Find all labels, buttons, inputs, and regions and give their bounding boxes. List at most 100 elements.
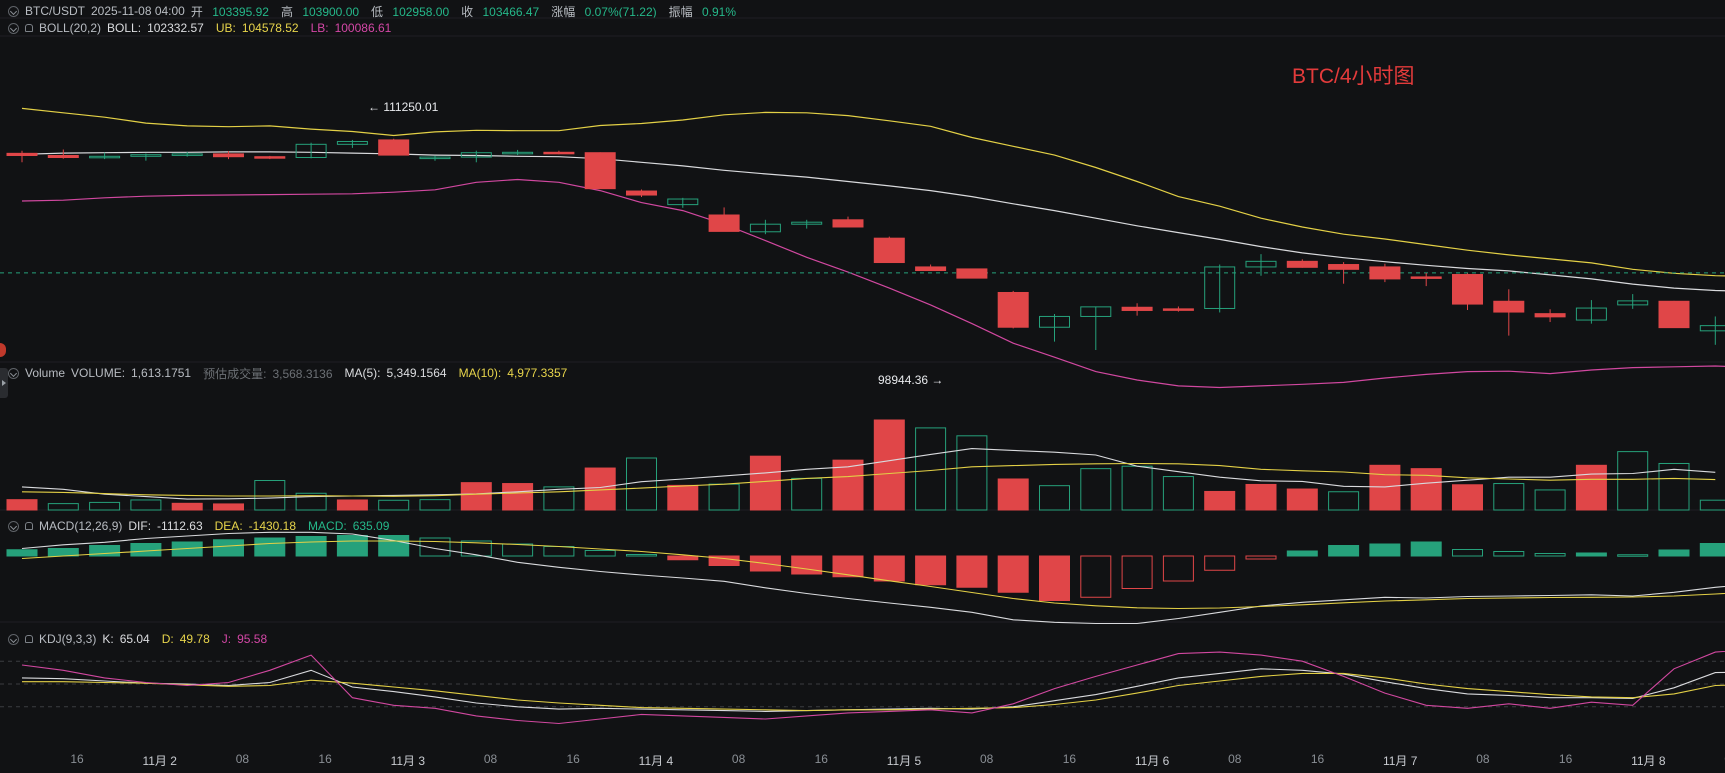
high-value: 103900.00 — [302, 4, 360, 19]
volume-bar — [1328, 491, 1360, 511]
volume-bar — [997, 478, 1029, 511]
d-value: 49.78 — [179, 632, 210, 646]
candle-body — [1410, 276, 1442, 279]
candle-body — [1575, 307, 1607, 321]
collapse-toggle-icon[interactable] — [8, 5, 19, 17]
dea-line — [21, 540, 1725, 610]
bell-icon[interactable] — [25, 24, 33, 32]
macd-hist-bar — [543, 546, 575, 557]
candle-body — [1121, 306, 1153, 311]
close-value: 103466.47 — [482, 4, 540, 19]
volume-bar — [89, 501, 121, 511]
volume-bar — [1369, 464, 1401, 511]
volume-bar — [1699, 499, 1725, 511]
volume-bar — [47, 503, 79, 511]
change-label: 涨幅 — [551, 4, 576, 19]
macd-hist-bar — [1534, 553, 1566, 557]
collapse-toggle-icon[interactable] — [8, 22, 19, 34]
bell-icon[interactable] — [25, 522, 33, 530]
candle-body — [213, 153, 244, 158]
volume-bar — [130, 499, 162, 511]
candle-body — [873, 237, 905, 264]
volume-bar — [502, 483, 534, 511]
amplitude-value: 0.91% — [702, 4, 737, 19]
candle-body — [997, 291, 1029, 328]
macd-hist-bar — [1328, 545, 1360, 557]
volume-bar — [213, 503, 244, 511]
chart-title: BTC/4小时图 — [1292, 65, 1415, 88]
boll-indicator-name: BOLL(20,2) — [39, 21, 102, 35]
x-axis-day-label: 11月 3 — [390, 754, 426, 768]
x-axis-day-label: 11月 6 — [1134, 754, 1170, 768]
volume-bar — [1534, 489, 1566, 511]
macd-hist-bar — [1452, 549, 1483, 557]
macd-hist-bar — [1699, 543, 1725, 557]
vol-ma5-value: 5,349.1564 — [386, 366, 447, 380]
low-value: 102958.00 — [392, 4, 450, 19]
candle-body — [791, 221, 823, 225]
collapse-toggle-icon[interactable] — [8, 520, 19, 532]
boll-lb-label: LB: — [310, 21, 329, 35]
candle-body — [1493, 300, 1525, 313]
macd-hist-bar — [295, 536, 327, 557]
x-axis-hour-label: 16 — [70, 752, 84, 766]
x-axis-day-label: 11月 4 — [638, 754, 674, 768]
collapse-toggle-icon[interactable] — [8, 633, 19, 645]
candle-body — [1452, 274, 1483, 305]
symbol-label: BTC/USDT — [25, 4, 85, 18]
x-axis-hour-label: 08 — [483, 752, 498, 766]
boll-upper-line — [21, 107, 1725, 277]
volume-bar — [1039, 485, 1070, 511]
candle-body — [1286, 260, 1318, 268]
candle-body — [832, 219, 864, 228]
low-label: 低 — [371, 4, 384, 19]
boll-legend: BOLL(20,2) BOLL: 102332.57 UB: 104578.52 L… — [0, 19, 403, 37]
macd-hist-bar — [130, 543, 162, 557]
candle-body — [295, 143, 327, 158]
kdj-k-line — [21, 668, 1725, 712]
candle-body — [543, 151, 575, 155]
candle-body — [1080, 306, 1112, 317]
candle-body — [502, 151, 534, 155]
macd-hist-bar — [1245, 555, 1277, 560]
bell-icon[interactable] — [25, 635, 33, 643]
candle-body — [130, 154, 162, 157]
macd-hist-bar — [460, 540, 492, 557]
x-axis-hour-label: 08 — [235, 752, 250, 766]
volume-bar — [460, 482, 492, 511]
d-label: D: — [161, 632, 174, 646]
candle-datetime: 2025-11-08 04:00 — [91, 4, 185, 18]
side-panel-toggle[interactable] — [0, 368, 8, 398]
arrow-right-icon: → — [928, 373, 944, 387]
kdj-indicator-name: KDJ(9,3,3) — [39, 632, 97, 646]
macd-hist-bar — [213, 539, 244, 557]
dif-label: DIF: — [128, 519, 152, 533]
volume-bar — [873, 419, 905, 511]
boll-ub-value: 104578.52 — [241, 21, 299, 35]
volume-bar — [6, 499, 38, 511]
volume-legend: Volume VOLUME: 1,613.1751 预估成交量: 3,568.313… — [0, 364, 579, 382]
macd-hist-bar — [419, 537, 451, 557]
macd-hist-bar — [997, 555, 1029, 593]
x-axis-hour-label: 08 — [980, 752, 994, 766]
high-marker: ← 111250.01 — [368, 100, 438, 114]
macd-hist-bar — [1658, 549, 1690, 557]
candle-body — [47, 154, 79, 158]
macd-hist-bar — [254, 537, 286, 557]
macd-hist-bar — [1575, 552, 1607, 557]
price-alert-dot[interactable] — [0, 343, 6, 357]
macd-hist-bar — [832, 555, 864, 578]
macd-hist-bar — [626, 554, 657, 557]
candle-body — [336, 141, 368, 145]
x-axis-day-label: 11月 2 — [142, 754, 177, 768]
low-marker: 98944.36 → — [878, 373, 943, 387]
x-axis-hour-label: 16 — [566, 752, 580, 766]
volume-bar — [626, 457, 657, 511]
collapse-toggle-icon[interactable] — [8, 367, 19, 379]
dea-label: DEA: — [214, 519, 243, 533]
candle-body — [89, 155, 121, 159]
macd-hist-bar — [1286, 550, 1318, 557]
candle-body — [1658, 300, 1690, 329]
